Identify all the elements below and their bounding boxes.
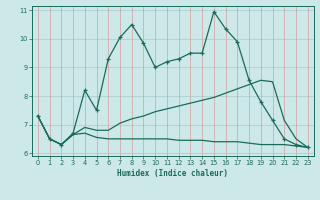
X-axis label: Humidex (Indice chaleur): Humidex (Indice chaleur) [117, 169, 228, 178]
